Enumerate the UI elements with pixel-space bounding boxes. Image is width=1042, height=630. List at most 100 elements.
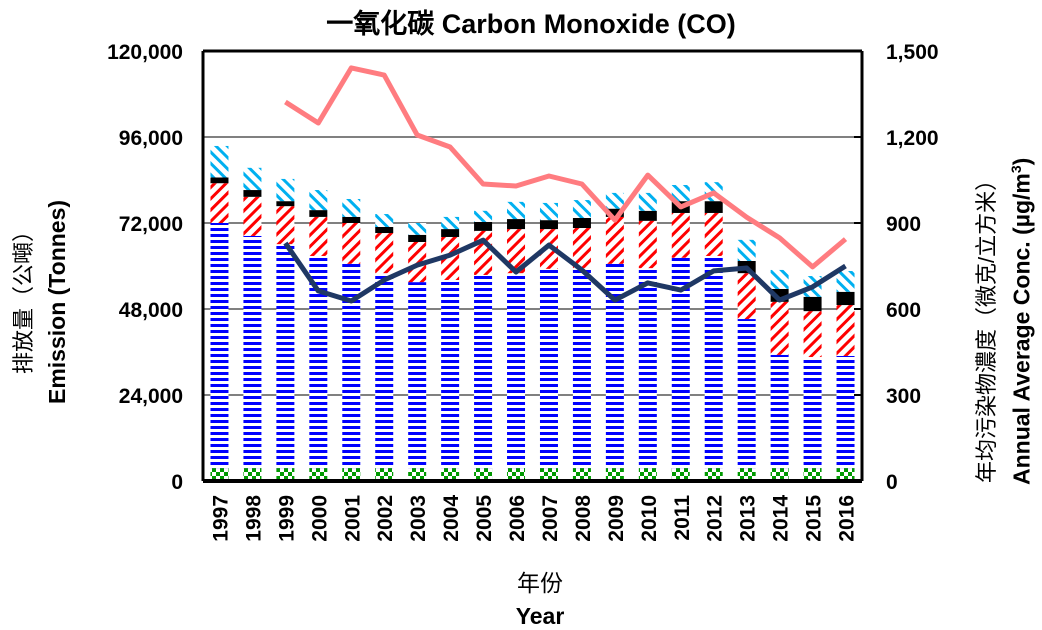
bar-segment bbox=[671, 468, 690, 481]
bar-segment bbox=[408, 241, 427, 283]
bar-segment bbox=[737, 468, 756, 481]
y-tick-right: 600 bbox=[886, 299, 921, 322]
y-tick-right: 900 bbox=[886, 213, 921, 236]
bar-segment bbox=[243, 196, 262, 236]
x-axis-label-zh: 年份 bbox=[517, 570, 563, 596]
bar-segment bbox=[704, 468, 723, 481]
x-tick: 2005 bbox=[473, 495, 496, 542]
bar-segment bbox=[342, 263, 361, 469]
bar-segment bbox=[441, 236, 460, 280]
bar-segment bbox=[507, 219, 526, 230]
bar-segment bbox=[243, 468, 262, 481]
bar-segment bbox=[210, 223, 229, 469]
bar-segment bbox=[836, 355, 855, 469]
lines bbox=[283, 65, 848, 304]
series-line bbox=[284, 65, 848, 270]
x-tick: 2003 bbox=[407, 495, 430, 542]
bar-segment bbox=[638, 268, 657, 469]
bar-segment bbox=[375, 214, 394, 227]
axes: 0 24,000 48,000 72,000 96,000 120,000 0 300 600 9… bbox=[107, 41, 938, 542]
bar-segment bbox=[441, 216, 460, 230]
x-tick: 2009 bbox=[605, 495, 628, 542]
bar-segment bbox=[276, 244, 295, 469]
bar-segment bbox=[276, 206, 295, 245]
bar-segment bbox=[803, 296, 822, 312]
bar-segment bbox=[210, 145, 229, 178]
bar-segment bbox=[210, 183, 229, 223]
bars bbox=[210, 145, 855, 481]
bar-segment bbox=[704, 212, 723, 256]
x-tick: 2015 bbox=[803, 495, 826, 542]
y-tick-right: 300 bbox=[886, 385, 921, 408]
bar-segment bbox=[375, 273, 394, 469]
bar-segment bbox=[375, 226, 394, 234]
x-tick: 1998 bbox=[242, 495, 265, 542]
bar-segment bbox=[836, 305, 855, 356]
x-tick: 2000 bbox=[308, 495, 331, 542]
x-tick: 2008 bbox=[572, 495, 595, 542]
bar-segment bbox=[408, 468, 427, 481]
bar-segment bbox=[408, 282, 427, 469]
bar-segment bbox=[605, 208, 624, 217]
bar-segment bbox=[309, 255, 328, 469]
bar-segment bbox=[539, 220, 558, 230]
bar-segment bbox=[375, 468, 394, 481]
bar-segment bbox=[507, 201, 526, 220]
bar-segment bbox=[441, 468, 460, 481]
bar-segment bbox=[276, 178, 295, 202]
bar-segment bbox=[309, 468, 328, 481]
bar-segment bbox=[408, 223, 427, 235]
bar-segment bbox=[342, 223, 361, 264]
bar-segment bbox=[342, 216, 361, 223]
bar-segment bbox=[441, 279, 460, 469]
bar-segment bbox=[539, 468, 558, 481]
bar-segment bbox=[539, 229, 558, 269]
y-tick-left: 0 bbox=[171, 471, 183, 494]
bar-segment bbox=[704, 201, 723, 213]
bar-segment bbox=[474, 221, 493, 231]
y-tick-left: 96,000 bbox=[119, 127, 183, 150]
x-tick: 2007 bbox=[539, 495, 562, 542]
bar-segment bbox=[276, 201, 295, 207]
bar-segment bbox=[507, 468, 526, 481]
bar-segment bbox=[243, 190, 262, 197]
bar-segment bbox=[474, 210, 493, 222]
bar-segment bbox=[605, 192, 624, 209]
bar-segment bbox=[342, 468, 361, 481]
bar-segment bbox=[605, 468, 624, 481]
bar-segment bbox=[836, 468, 855, 481]
bar-segment bbox=[572, 268, 591, 469]
bar-segment bbox=[507, 229, 526, 274]
x-tick: 2004 bbox=[440, 495, 463, 542]
x-tick: 1997 bbox=[209, 495, 232, 542]
bar-segment bbox=[770, 468, 789, 481]
bar-segment bbox=[309, 190, 328, 211]
bar-segment bbox=[243, 167, 262, 191]
bar-segment bbox=[375, 233, 394, 274]
bar-segment bbox=[605, 263, 624, 469]
x-axis-label-en: Year bbox=[515, 603, 565, 629]
bar-segment bbox=[638, 220, 657, 269]
bar-segment bbox=[572, 200, 591, 218]
bar-segment bbox=[572, 468, 591, 481]
y-tick-left: 72,000 bbox=[119, 213, 183, 236]
bar-segment bbox=[671, 257, 690, 469]
x-tick: 2002 bbox=[374, 495, 397, 542]
bar-segment bbox=[539, 202, 558, 221]
x-tick: 2006 bbox=[506, 495, 529, 542]
bar-segment bbox=[836, 291, 855, 306]
bar-segment bbox=[276, 468, 295, 481]
bar-segment bbox=[671, 185, 690, 202]
bar-segment bbox=[803, 468, 822, 481]
bar-segment bbox=[408, 234, 427, 242]
y-tick-right: 0 bbox=[886, 471, 898, 494]
bar-segment bbox=[638, 192, 657, 211]
y-tick-right: 1,500 bbox=[886, 41, 939, 64]
bar-segment bbox=[836, 271, 855, 292]
bar-segment bbox=[737, 239, 756, 261]
bar-segment bbox=[474, 468, 493, 481]
bar-segment bbox=[309, 216, 328, 256]
series-line bbox=[283, 237, 847, 304]
x-tick: 2014 bbox=[770, 495, 793, 542]
